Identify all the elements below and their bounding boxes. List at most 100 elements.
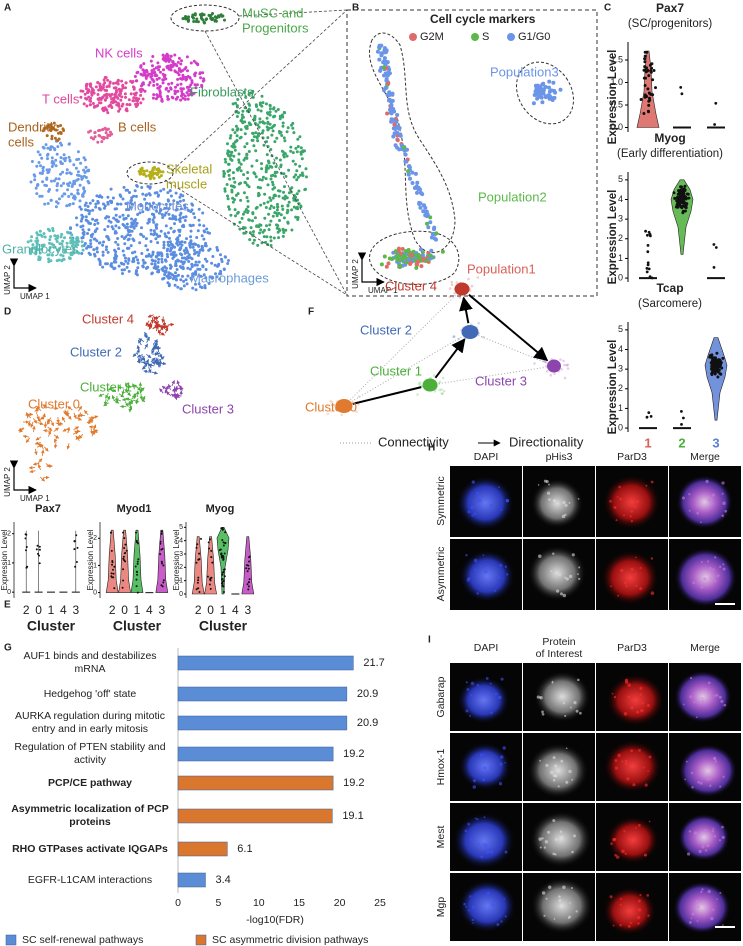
micrograph-speckle: [719, 566, 721, 568]
cell-point: [209, 248, 212, 251]
x-tick-label: 3: [158, 603, 165, 617]
expression-point: [123, 556, 125, 558]
x-tick-label: 0: [175, 897, 181, 909]
micrograph-speckle: [465, 830, 468, 833]
cell-point: [176, 268, 179, 271]
cell-point: [429, 254, 433, 258]
cell-point: [186, 267, 189, 270]
expression-point: [650, 415, 653, 418]
micrograph-speckle: [625, 760, 628, 763]
cell-point: [261, 95, 264, 98]
cell-point: [416, 260, 420, 264]
micrograph-speckle: [501, 509, 503, 511]
cell-point: [76, 174, 79, 177]
cell-point: [121, 235, 124, 238]
cell-point: [109, 82, 112, 85]
cell-point: [284, 229, 287, 232]
cell-point: [128, 103, 131, 106]
cell-point: [168, 284, 171, 287]
velocity-arrow: [160, 389, 164, 394]
cell-point: [47, 228, 50, 231]
micrograph-speckle: [630, 706, 633, 709]
cell-point: [246, 127, 249, 130]
cell-point: [229, 214, 232, 217]
cell-point: [64, 157, 67, 160]
cell-point: [31, 160, 34, 163]
cell-point: [81, 225, 84, 228]
cell-point: [88, 99, 91, 102]
cell-point: [103, 81, 106, 84]
cell-point: [110, 104, 113, 107]
cell-point: [131, 260, 134, 263]
expression-point: [39, 549, 41, 551]
cell-point: [425, 222, 429, 226]
expression-point: [209, 577, 211, 579]
value-label: 21.7: [363, 657, 384, 669]
cell-point: [197, 229, 200, 232]
cluster-node: [455, 283, 470, 296]
cell-point: [37, 150, 40, 153]
cell-point: [184, 241, 187, 244]
micrograph-speckle: [625, 762, 628, 765]
expression-point: [160, 549, 162, 551]
cluster-label: Fibroblasts: [190, 84, 254, 99]
cell-point: [106, 201, 109, 204]
cell-point: [159, 71, 162, 74]
cell-point: [56, 259, 59, 262]
cell-point: [276, 214, 279, 217]
expression-point: [679, 198, 682, 201]
cell-point: [69, 236, 72, 239]
micrograph-speckle: [649, 756, 652, 759]
velocity-arrow: [177, 381, 179, 387]
expression-point: [111, 550, 113, 552]
micrograph-speckle: [719, 839, 721, 841]
cell-point: [234, 208, 237, 211]
micrograph-speckle: [479, 565, 481, 567]
micrograph-speckle: [715, 760, 717, 762]
cell-point: [193, 74, 196, 77]
column-header: DAPI: [474, 451, 499, 463]
micrograph-speckle: [553, 756, 556, 759]
category-label: Asymmetric localization of PCP proteins: [10, 803, 170, 829]
cell-point: [185, 215, 188, 218]
cluster-node: [423, 379, 438, 392]
cell-point: [247, 205, 250, 208]
cell-point: [53, 148, 56, 151]
cell-point: [169, 273, 172, 276]
expression-point: [646, 87, 649, 90]
cell-point: [456, 281, 459, 284]
cell-point: [46, 147, 49, 150]
cell-point: [95, 85, 98, 88]
micrograph-speckle: [701, 845, 704, 848]
cell-point: [241, 110, 244, 113]
cell-point: [258, 126, 261, 129]
expression-point: [248, 581, 250, 583]
cell-point: [156, 61, 159, 64]
cell-point: [51, 156, 54, 159]
cell-point: [288, 201, 291, 204]
expression-point: [196, 547, 198, 549]
cell-point: [211, 12, 214, 15]
cell-point: [278, 219, 281, 222]
cell-point: [45, 143, 48, 146]
cell-point: [382, 65, 386, 69]
cell-point: [46, 157, 49, 160]
micrograph-speckle: [700, 782, 703, 785]
cell-point: [51, 227, 54, 230]
cell-point: [133, 227, 136, 230]
micrograph-speckle: [474, 559, 478, 563]
cell-point: [395, 113, 399, 117]
micrograph-speckle: [553, 918, 555, 920]
cell-point: [153, 266, 156, 269]
cell-point: [273, 237, 276, 240]
velocity-arrow: [54, 437, 57, 442]
expression-point: [223, 569, 225, 571]
panel-letter: B: [352, 3, 359, 14]
cell-point: [49, 235, 52, 238]
cell-point: [139, 101, 142, 104]
micrograph-speckle: [686, 761, 688, 763]
cell-point: [162, 188, 165, 191]
bar: [178, 842, 227, 856]
cell-point: [255, 159, 258, 162]
cell-point: [85, 87, 88, 90]
